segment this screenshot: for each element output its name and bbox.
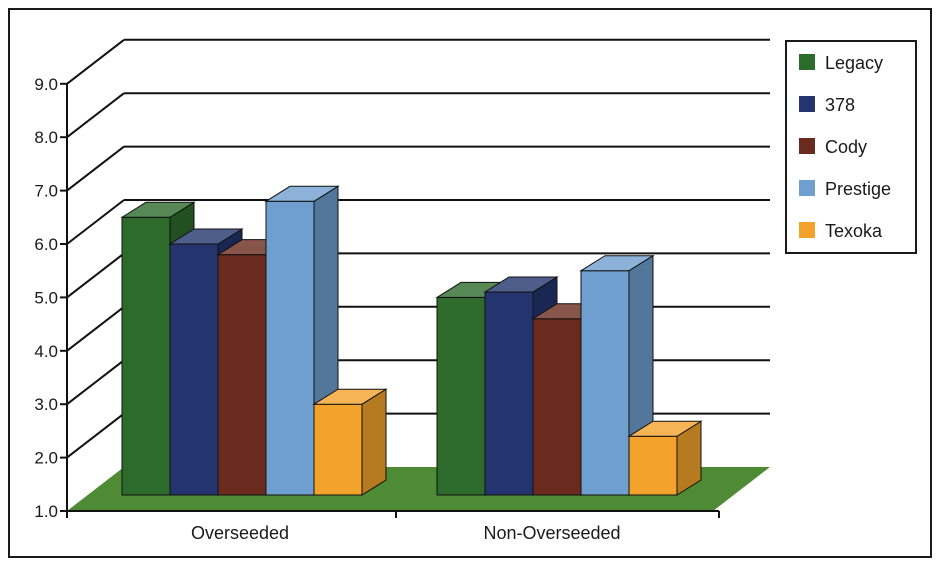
bar-top (264, 185, 340, 202)
bar-front (628, 435, 678, 496)
gridline-diagonal (66, 306, 125, 352)
legend-label: Legacy (825, 53, 883, 73)
legend-label: Prestige (825, 179, 891, 199)
gridline-diagonal (66, 39, 125, 85)
gridline-diagonal (66, 252, 125, 299)
bar-front (436, 296, 486, 496)
bar-front (532, 318, 582, 496)
y-tick-label: 5.0 (34, 288, 58, 307)
bar-front (313, 403, 363, 496)
bar-top (627, 420, 703, 437)
legend-swatch (799, 222, 815, 238)
y-tick-label: 8.0 (34, 128, 58, 147)
bar-top (483, 276, 559, 293)
legend-swatch (799, 180, 815, 196)
bar (627, 420, 703, 496)
bar-top (120, 201, 196, 218)
bars-layer (120, 185, 703, 496)
bar-front (265, 200, 315, 496)
legend-swatch (799, 96, 815, 112)
gridline-diagonal (66, 145, 125, 192)
bar-front (580, 270, 630, 496)
bar-front (484, 291, 534, 496)
bar (579, 254, 655, 496)
bar-front (217, 254, 267, 496)
y-tick-label: 1.0 (34, 502, 58, 521)
bar-front (169, 243, 219, 496)
bar-top (312, 388, 388, 405)
legend-label: Texoka (825, 221, 883, 241)
y-tick-label: 2.0 (34, 449, 58, 468)
gridline-diagonal (66, 199, 125, 245)
bar-side (361, 388, 387, 496)
gridline-diagonal (66, 359, 125, 405)
legend-label: Cody (825, 137, 867, 157)
bar (312, 388, 388, 496)
legend: Legacy 378 Cody Prestige Texoka (785, 40, 917, 254)
gridline-diagonal (66, 92, 125, 138)
axis-layer: 1.0 2.0 3.0 4.0 5.0 6.0 7.0 8.0 9.0 Overseeded Non… (34, 75, 720, 543)
gridline-diagonal (66, 412, 125, 459)
legend-label: 378 (825, 95, 855, 115)
bar-front (121, 216, 171, 496)
y-tick-label: 6.0 (34, 235, 58, 254)
bar-top (168, 228, 244, 245)
category-label: Non-Overseeded (483, 523, 620, 543)
category-label: Overseeded (191, 523, 289, 543)
y-tick-label: 7.0 (34, 182, 58, 201)
bar-top (579, 255, 655, 272)
legend-swatch (799, 138, 815, 154)
legend-swatch (799, 54, 815, 70)
y-tick-label: 3.0 (34, 395, 58, 414)
y-tick-label: 4.0 (34, 342, 58, 361)
y-tick-label: 9.0 (34, 75, 58, 94)
